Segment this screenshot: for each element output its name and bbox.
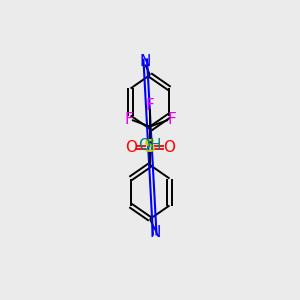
- Text: F: F: [146, 98, 154, 113]
- Text: O: O: [125, 140, 137, 154]
- Text: N: N: [149, 225, 160, 240]
- Text: OH: OH: [138, 138, 162, 153]
- Text: F: F: [124, 112, 133, 128]
- Text: N: N: [140, 54, 151, 69]
- Text: S: S: [144, 138, 156, 156]
- Text: O: O: [163, 140, 175, 154]
- Text: F: F: [167, 112, 176, 128]
